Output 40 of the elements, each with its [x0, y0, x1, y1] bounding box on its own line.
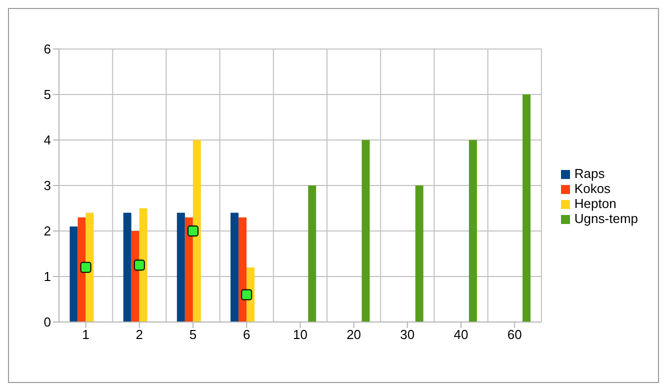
bar	[184, 217, 193, 322]
x-tick-label: 1	[82, 327, 90, 342]
bar	[86, 212, 94, 322]
bar	[362, 140, 370, 322]
bar	[70, 226, 78, 322]
x-tick-label: 5	[189, 327, 197, 342]
bar	[78, 217, 86, 322]
y-tick-label: 3	[44, 178, 51, 194]
point	[80, 262, 92, 273]
x-tick-label: 6	[242, 327, 250, 342]
x-tick-label: 2	[136, 327, 144, 342]
x-tick-label: 30	[400, 327, 415, 342]
legend-label: Kokos	[574, 180, 611, 196]
point	[134, 260, 145, 271]
bar	[468, 140, 477, 322]
bar	[522, 94, 531, 322]
x-tick-label: 10	[292, 327, 308, 342]
x-tick-label: 60	[507, 327, 522, 342]
y-tick-label: 5	[44, 87, 51, 102]
bar	[308, 186, 316, 322]
bar	[176, 212, 185, 322]
x-tick-label: 40	[454, 327, 468, 342]
x-tick-label: 20	[346, 327, 362, 342]
legend-label: Hepton	[574, 196, 616, 210]
y-tick-label: 4	[44, 132, 51, 148]
bar	[415, 186, 424, 322]
bar	[238, 217, 247, 322]
y-tick-label: 2	[44, 224, 51, 239]
y-tick-label: 1	[44, 269, 51, 284]
bar	[192, 140, 201, 322]
point	[188, 226, 199, 236]
y-tick-label: 0	[44, 314, 51, 330]
y-tick-label: 6	[44, 42, 51, 57]
point	[241, 289, 252, 300]
legend-label: Raps	[574, 166, 605, 180]
bar	[139, 208, 148, 322]
bar	[230, 212, 239, 322]
legend-label: Ugns-temp	[574, 210, 638, 226]
bar	[131, 231, 140, 322]
bar	[123, 212, 132, 322]
